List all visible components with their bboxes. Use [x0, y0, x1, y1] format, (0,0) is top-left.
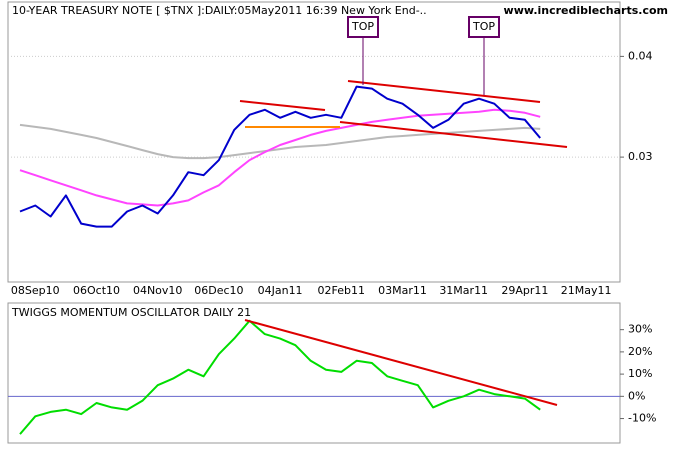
x-tick-label: 03Mar11 — [378, 284, 427, 297]
x-tick-label: 06Oct10 — [73, 284, 120, 297]
y-tick-label: 10% — [628, 367, 652, 380]
oscillator-panel — [7, 302, 621, 444]
x-tick-label: 02Feb11 — [318, 284, 365, 297]
trend-line — [347, 80, 541, 103]
y-tick-label: 0.03 — [628, 150, 653, 163]
x-tick-label: 04Jan11 — [258, 284, 303, 297]
chart-title: 10-YEAR TREASURY NOTE [ $TNX ]:DAILY:05M… — [12, 4, 427, 17]
annotation-box — [468, 16, 500, 38]
plot-layer: 08Sep10 06Oct10 04Nov10 06Dec10 04Jan11 02Feb… — [8, 49, 656, 435]
series-line — [19, 123, 541, 160]
trend-line — [339, 121, 568, 148]
y-tick-label: 30% — [628, 323, 652, 336]
annotation: TOP — [472, 20, 495, 33]
annotation-box — [347, 16, 379, 38]
trend-line — [244, 319, 558, 406]
x-tick-label: 29Apr11 — [501, 284, 548, 297]
x-tick-label: 04Nov10 — [133, 284, 182, 297]
x-tick-label: 08Sep10 — [11, 284, 60, 297]
y-tick-label: -10% — [628, 412, 656, 425]
y-tick-label: 0% — [628, 389, 645, 402]
y-tick-label: 20% — [628, 345, 652, 358]
x-tick-label: 06Dec10 — [194, 284, 243, 297]
chart-title: TWIGGS MOMENTUM OSCILLATOR DAILY 21 — [11, 306, 251, 319]
trend-line — [239, 100, 326, 111]
series-line — [19, 85, 541, 228]
chart-subtitle: www.incrediblecharts.com — [504, 4, 668, 17]
annotation: TOP — [351, 20, 374, 33]
y-tick-label: 0.04 — [628, 49, 653, 62]
series-line — [19, 319, 541, 435]
x-tick-label: 21May11 — [561, 284, 612, 297]
x-tick-label: 31Mar11 — [439, 284, 488, 297]
